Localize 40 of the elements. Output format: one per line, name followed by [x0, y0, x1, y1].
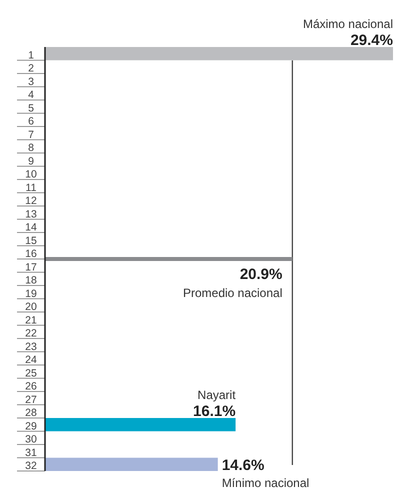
data-label: 29.4% — [350, 32, 393, 49]
y-tick-label: 8 — [28, 142, 34, 154]
y-tick-label: 22 — [25, 328, 37, 340]
y-tick-label: 31 — [25, 446, 37, 459]
y-tick-label: 6 — [28, 116, 34, 128]
y-tick-label: 7 — [28, 128, 34, 141]
y-tick-label: 15 — [25, 234, 37, 247]
y-tick-label: 12 — [25, 195, 37, 207]
annotation: Máximo nacional — [302, 17, 393, 31]
y-tick-label: 20 — [25, 301, 37, 313]
y-tick-label: 18 — [25, 274, 37, 286]
y-tick-label: 11 — [26, 182, 37, 194]
y-tick-label: 17 — [25, 261, 37, 274]
y-tick-label: 19 — [25, 288, 37, 300]
y-tick-label: 30 — [25, 434, 37, 446]
y-tick-label: 21 — [25, 314, 37, 326]
y-tick-label: 27 — [25, 394, 37, 406]
y-tick-label: 13 — [25, 208, 37, 220]
y-tick-label: 25 — [25, 367, 37, 380]
ref-line-label: 20.9% — [240, 266, 282, 283]
y-tick-label: 1 — [28, 49, 34, 62]
data-label: 14.6% — [222, 457, 264, 474]
y-tick-label: 9 — [28, 155, 34, 168]
y-tick-label: 10 — [25, 168, 37, 180]
y-tick-label: 5 — [28, 102, 34, 114]
data-label: 16.1% — [193, 403, 236, 420]
y-tick-label: 32 — [25, 460, 37, 472]
annotation: Promedio nacional — [182, 286, 282, 300]
y-tick-label: 29 — [25, 420, 37, 432]
y-tick-label: 4 — [28, 89, 34, 101]
y-tick-label: 28 — [25, 407, 37, 419]
y-tick-label: 23 — [25, 340, 37, 353]
y-tick-label: 3 — [28, 76, 34, 88]
y-tick-label: 24 — [25, 354, 37, 366]
y-tick-label: 2 — [28, 62, 34, 74]
y-tick-label: 26 — [25, 380, 37, 392]
annotation: Mínimo nacional — [222, 476, 310, 490]
annotation: Nayarit — [198, 388, 236, 402]
y-tick-label: 14 — [25, 222, 37, 234]
y-tick-label: 16 — [25, 248, 37, 260]
